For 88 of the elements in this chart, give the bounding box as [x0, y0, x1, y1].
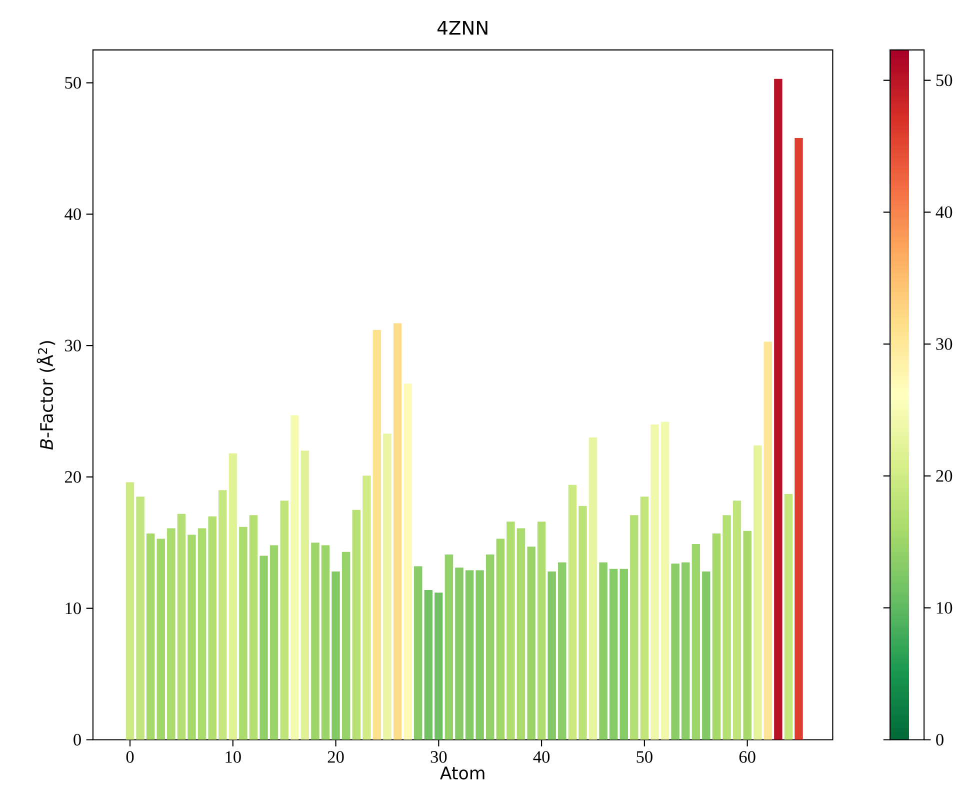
- color-bar-label: 10: [936, 602, 952, 614]
- bar: [424, 590, 432, 740]
- bar: [784, 494, 793, 740]
- y-tick-label: 10: [66, 602, 81, 614]
- bar: [537, 522, 546, 740]
- y-axis-title: B-Factor (Å$^{2}$): [36, 341, 56, 450]
- bar: [228, 453, 238, 740]
- bar: [568, 484, 577, 740]
- color-bar-label: 50: [936, 74, 952, 86]
- bar: [260, 556, 268, 740]
- color-bar-label: 30: [936, 338, 952, 350]
- x-tick-label: 10: [226, 751, 241, 763]
- y-tick-label: 20: [65, 471, 81, 483]
- y-tick-label: 0: [74, 734, 81, 746]
- bar: [414, 566, 422, 740]
- bar: [188, 534, 196, 740]
- bar: [578, 506, 587, 740]
- bar: [156, 538, 165, 740]
- bar: [764, 342, 772, 740]
- x-tick-label: 60: [739, 751, 756, 763]
- bar: [743, 530, 752, 740]
- bar: [599, 562, 608, 740]
- bar: [476, 570, 484, 740]
- bar: [630, 515, 638, 740]
- color-bar-label: 20: [936, 470, 952, 482]
- bar: [681, 562, 690, 740]
- y-tick-label: 50: [65, 77, 81, 89]
- bar: [640, 496, 649, 740]
- bar: [527, 546, 536, 740]
- x-axis-title: Atom: [440, 766, 484, 780]
- x-tick-label: 30: [430, 751, 447, 763]
- bar: [692, 544, 700, 740]
- bar: [270, 545, 278, 740]
- bar: [650, 424, 659, 740]
- bar: [362, 476, 371, 740]
- y-tick-label: 30: [65, 340, 81, 352]
- bar: [198, 528, 206, 740]
- bar: [321, 545, 330, 740]
- bar: [280, 500, 288, 740]
- bar: [455, 568, 464, 740]
- bar: [167, 528, 176, 740]
- bar: [146, 534, 155, 740]
- bar: [486, 554, 494, 740]
- bar: [352, 510, 360, 740]
- bar: [393, 323, 402, 740]
- bar: [548, 572, 556, 740]
- bar: [404, 384, 412, 740]
- bar: [372, 330, 382, 740]
- x-tick-label: 0: [126, 751, 134, 763]
- bar: [620, 569, 628, 740]
- chart-title: 4ZNN: [437, 21, 488, 35]
- bar: [300, 450, 310, 740]
- bar: [794, 138, 803, 740]
- bar: [177, 514, 186, 740]
- bar: [342, 552, 350, 740]
- bar: [516, 528, 526, 740]
- bar: [671, 564, 680, 740]
- bar: [506, 522, 515, 740]
- x-tick-label: 40: [533, 751, 550, 763]
- bar: [609, 569, 618, 740]
- color-bar-label: 40: [936, 206, 952, 218]
- bar: [332, 572, 340, 740]
- bar: [753, 446, 762, 740]
- bar: [465, 570, 474, 740]
- bar: [434, 592, 443, 740]
- bar: [444, 554, 454, 740]
- bar: [208, 516, 216, 740]
- bar: [311, 542, 320, 740]
- bar: [239, 527, 248, 740]
- y-tick-label: 40: [64, 208, 81, 220]
- bar: [383, 434, 392, 740]
- bar: [588, 438, 598, 740]
- color-bar-label: 0: [936, 734, 944, 746]
- bar: [136, 496, 144, 740]
- bar: [660, 422, 670, 740]
- bar: [732, 500, 742, 740]
- bar: [774, 79, 782, 740]
- bar: [290, 415, 299, 740]
- x-tick-label: 20: [328, 751, 344, 763]
- bar: [249, 515, 258, 740]
- bar: [126, 482, 134, 740]
- bar: [712, 534, 721, 740]
- x-tick-label: 50: [636, 751, 652, 763]
- bar: [496, 538, 505, 740]
- bar: [558, 562, 566, 740]
- bar: [722, 515, 731, 740]
- bar: [702, 572, 710, 740]
- bar: [218, 490, 227, 740]
